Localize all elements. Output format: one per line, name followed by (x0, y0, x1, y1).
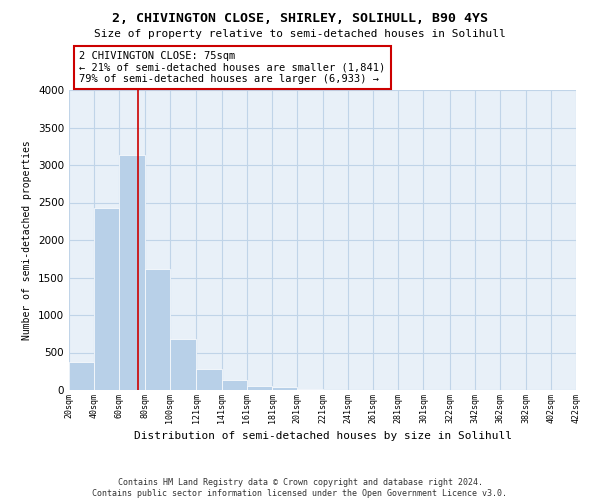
X-axis label: Distribution of semi-detached houses by size in Solihull: Distribution of semi-detached houses by … (133, 431, 511, 441)
Bar (221, 380, 247, 390)
Text: 2, CHIVINGTON CLOSE, SHIRLEY, SOLIHULL, B90 4YS: 2, CHIVINGTON CLOSE, SHIRLEY, SOLIHULL, … (112, 12, 488, 26)
Bar (272, 387, 297, 390)
Bar (145, 268, 170, 390)
Y-axis label: Number of semi-detached properties: Number of semi-detached properties (22, 140, 32, 340)
Text: 2 CHIVINGTON CLOSE: 75sqm
← 21% of semi-detached houses are smaller (1,841)
79% : 2 CHIVINGTON CLOSE: 75sqm ← 21% of semi-… (79, 51, 385, 84)
Text: Contains HM Land Registry data © Crown copyright and database right 2024.
Contai: Contains HM Land Registry data © Crown c… (92, 478, 508, 498)
Bar (94, 208, 119, 390)
Bar (69, 362, 94, 390)
Bar (247, 386, 272, 390)
Bar (170, 339, 196, 390)
Bar (196, 369, 221, 390)
Bar (119, 155, 145, 390)
Bar (297, 389, 323, 390)
Text: Size of property relative to semi-detached houses in Solihull: Size of property relative to semi-detach… (94, 29, 506, 39)
